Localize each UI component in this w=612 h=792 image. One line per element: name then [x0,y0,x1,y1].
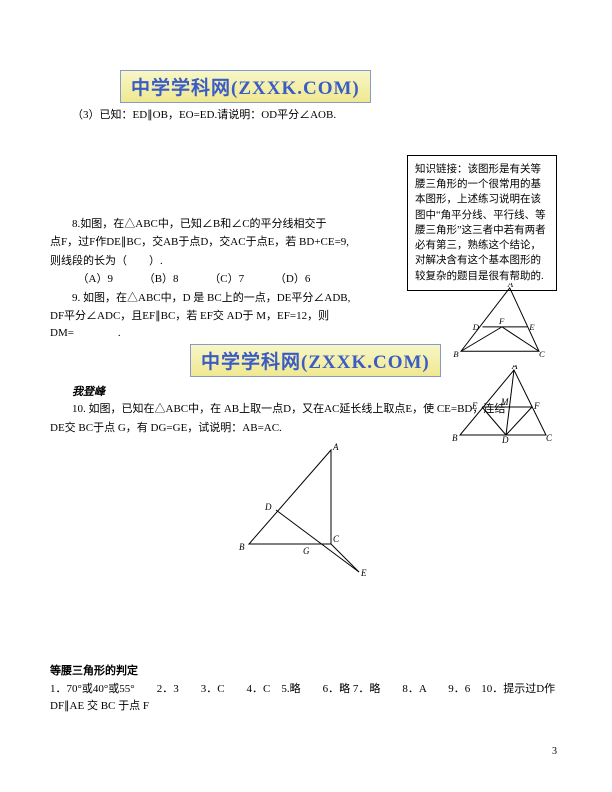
site-banner-2: 中学学科网(ZXXK.COM) [190,344,441,377]
svg-text:G: G [303,546,310,556]
svg-text:D: D [264,502,272,512]
svg-text:C: C [539,349,545,359]
q3-text: （3）已知：ED∥OB，EO=ED.请说明：OD平分∠AOB. [50,107,562,124]
svg-text:A: A [332,442,339,452]
svg-text:B: B [452,433,458,443]
answers-body: 1．70°或40°或55° 2．3 3．C 4．C 5.略 6．略 7．略 8．… [50,681,562,714]
svg-text:D: D [472,322,480,332]
q8-line1: 8.如图，在△ABC中，已知∠B和∠C的平分线相交于 [50,216,390,233]
q8-opt-c: （C）7 [209,273,244,285]
figure-q9-triangle: A B C D E F M [446,365,558,445]
figure-q8-triangle: A B C D E F [450,283,550,361]
site-banner-1: 中学学科网(ZXXK.COM) [120,70,371,103]
svg-text:B: B [239,542,245,552]
q8-opt-a: （A）9 [78,273,113,285]
svg-text:B: B [453,349,459,359]
q8-line3: 则线段的长为（ ）. [50,253,390,270]
q9-line1: 9. 如图，在△ABC中，D 是 BC上的一点，DE平分∠ADB, [50,290,390,307]
svg-text:E: E [471,401,478,411]
q8-line2: 点F，过F作DE∥BC，交AB于点D，交AC于点E，若 BD+CE=9, [50,234,390,251]
q8-options: （A）9 （B）8 （C）7 （D）6 [78,271,391,288]
figure-q10-triangle: A B C D E G [231,442,381,582]
page-number: 3 [552,746,557,757]
svg-text:E: E [360,568,367,578]
q8-opt-b: （B）8 [144,273,179,285]
svg-text:D: D [501,435,509,445]
svg-text:A: A [507,283,514,289]
svg-text:A: A [511,365,518,371]
q9-line2: DF平分∠ADC，且EF∥BC，若 EF交 AD于 M，EF=12，则 DM= … [50,308,390,341]
answers-section: 等腰三角形的判定 1．70°或40°或55° 2．3 3．C 4．C 5.略 6… [50,663,562,715]
svg-text:F: F [498,316,505,326]
svg-text:M: M [500,397,509,407]
answers-title: 等腰三角形的判定 [50,663,562,680]
svg-text:C: C [333,534,340,544]
q8-opt-d: （D）6 [275,273,310,285]
svg-text:C: C [546,433,553,443]
svg-text:E: E [528,322,535,332]
svg-text:F: F [533,401,540,411]
